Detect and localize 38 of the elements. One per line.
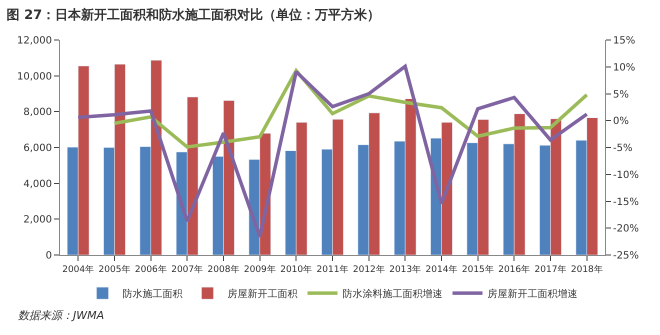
x-tick-label: 2008年 xyxy=(208,264,240,275)
x-tick-label: 2016年 xyxy=(498,264,530,275)
x-tick-label: 2018年 xyxy=(570,264,603,275)
x-tick-label: 2006年 xyxy=(134,264,167,275)
x-tick-label: 2005年 xyxy=(98,264,130,275)
y2-tick-label: -15% xyxy=(613,196,639,208)
x-tick-label: 2011年 xyxy=(316,264,348,275)
y2-tick-label: 5% xyxy=(613,89,629,100)
y2-tick-label: -25% xyxy=(613,250,639,262)
y-tick-label: 8,000 xyxy=(23,107,52,118)
x-tick-label: 2009年 xyxy=(244,264,276,275)
y2-tick-label: 0% xyxy=(613,116,629,128)
y-tick-label: 10,000 xyxy=(17,71,52,82)
source-note: 数据来源：JWMA xyxy=(18,309,104,322)
legend-label: 房屋新开工面积增速 xyxy=(488,288,578,300)
legend-label: 房屋新开工面积 xyxy=(228,288,298,300)
x-tick-label: 2010年 xyxy=(280,264,312,275)
x-tick-label: 2015年 xyxy=(462,264,494,275)
y-tick-label: 2,000 xyxy=(23,214,52,226)
y2-tick-label: -20% xyxy=(613,224,639,235)
legend-label: 防水施工面积 xyxy=(122,288,182,300)
y-tick-label: 4,000 xyxy=(23,178,52,190)
y2-tick-label: -5% xyxy=(613,143,632,154)
chart-title: 图 27：日本新开工面积和防水施工面积对比（单位：万平方米） xyxy=(6,7,380,24)
legend-label: 防水涂料施工面积增速 xyxy=(342,288,442,300)
x-tick-label: 2004年 xyxy=(62,264,94,275)
y-tick-label: 0 xyxy=(46,250,52,262)
y2-tick-label: 10% xyxy=(613,62,636,74)
y-tick-label: 12,000 xyxy=(17,36,52,46)
x-tick-label: 2017年 xyxy=(534,264,566,275)
y-tick-label: 6,000 xyxy=(23,143,52,154)
x-tick-label: 2007年 xyxy=(171,264,204,275)
x-tick-label: 2014年 xyxy=(426,264,458,275)
x-tick-label: 2013年 xyxy=(389,264,422,275)
y2-tick-label: 15% xyxy=(613,36,636,46)
x-tick-label: 2012年 xyxy=(352,264,385,275)
line-series xyxy=(76,64,589,238)
y2-tick-label: -10% xyxy=(613,170,639,181)
